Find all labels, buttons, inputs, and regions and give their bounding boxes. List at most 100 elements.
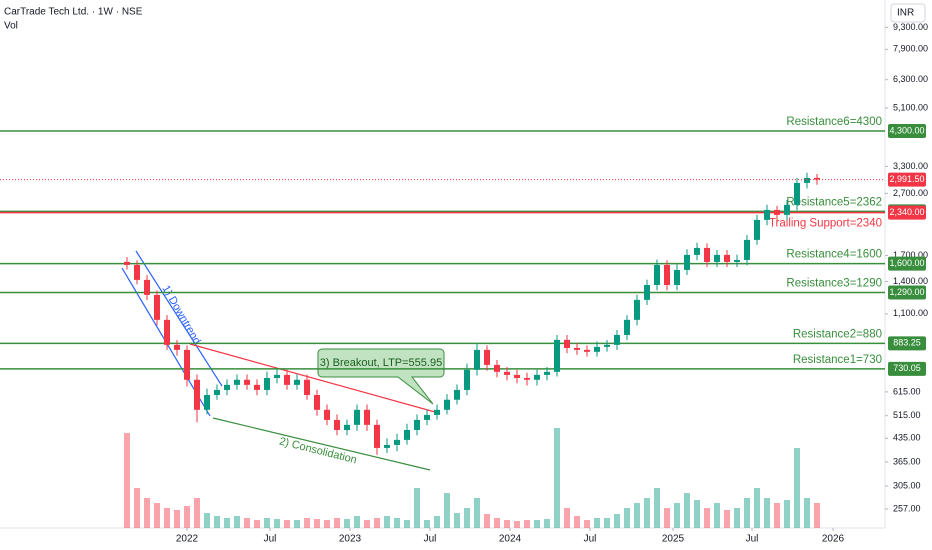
volume-bar: [344, 519, 350, 528]
candle-body: [534, 374, 540, 380]
volume-bar: [134, 488, 140, 528]
y-tick-label: 305.00: [893, 480, 921, 490]
candle-body: [244, 379, 250, 385]
candle-body: [794, 182, 800, 205]
volume-bar: [444, 493, 450, 528]
candle-body: [584, 349, 590, 352]
volume-bar: [674, 503, 680, 528]
volume-bar: [184, 506, 190, 528]
volume-bar: [754, 488, 760, 528]
volume-bar: [324, 520, 330, 528]
volume-bar: [234, 516, 240, 528]
candle-body: [364, 409, 370, 425]
volume-bar: [514, 521, 520, 528]
candle-body: [644, 285, 650, 300]
volume-bar: [594, 518, 600, 528]
candle-body: [504, 371, 510, 375]
candle-body: [514, 374, 520, 379]
volume-bar: [624, 508, 630, 528]
candle-body: [144, 279, 150, 295]
volume-bar: [294, 520, 300, 528]
y-tick-label: 1,700.00: [893, 250, 928, 260]
x-tick-label: 2022: [176, 534, 199, 545]
volume-bar: [364, 520, 370, 528]
trend-line: [189, 343, 436, 413]
volume-bar: [194, 498, 200, 528]
candle-body: [354, 409, 360, 425]
candle-body: [764, 209, 770, 220]
candle-body: [274, 374, 280, 379]
candle-body: [324, 409, 330, 420]
candle-body: [804, 177, 810, 183]
x-tick-label: 2024: [499, 534, 522, 545]
candle-body: [424, 414, 430, 420]
volume-bar: [484, 514, 490, 528]
candle-body: [554, 339, 560, 372]
y-tick-label: 3,300.00: [893, 161, 928, 171]
candle-body: [654, 264, 660, 286]
volume-bar: [504, 520, 510, 528]
volume-bar: [384, 516, 390, 528]
volume-bar: [724, 510, 730, 528]
candle-body: [694, 247, 700, 255]
price-tag: [888, 205, 926, 220]
candle-body: [154, 294, 160, 320]
candle-body: [444, 399, 450, 410]
candle-body: [524, 378, 530, 380]
currency-box[interactable]: [890, 3, 926, 23]
volume-bar: [304, 518, 310, 528]
volume-bar: [564, 508, 570, 528]
candle-body: [184, 349, 190, 380]
price-tag: [888, 336, 926, 351]
candle-body: [474, 349, 480, 370]
x-tick-label: 2026: [822, 534, 845, 545]
price-tag-label: 2,340.00: [889, 207, 924, 217]
price-tag-label: 1,600.00: [889, 258, 924, 268]
candle-body: [564, 339, 570, 348]
volume-bar: [664, 508, 670, 528]
volume-bar: [634, 503, 640, 528]
volume-bar: [524, 520, 530, 528]
volume-bar: [684, 493, 690, 528]
volume-bar: [554, 428, 560, 528]
y-tick-label: 5,100.00: [893, 102, 928, 112]
level-name: Resistance5=2362: [786, 196, 882, 208]
candle-body: [294, 379, 300, 385]
price-tag: [888, 256, 926, 271]
volume-bar: [774, 503, 780, 528]
candle-body: [464, 369, 470, 390]
candle-body: [374, 424, 380, 448]
candle-body: [134, 264, 140, 280]
y-tick-label: 1,100.00: [893, 308, 928, 318]
y-tick-label: 615.00: [893, 386, 921, 396]
volume-bar: [494, 518, 500, 528]
candle-body: [314, 394, 320, 410]
volume-bar: [534, 520, 540, 528]
volume-bar: [794, 448, 800, 528]
y-tick-label: 7,900.00: [893, 44, 928, 54]
volume-label: Vol: [4, 21, 18, 32]
level-name: Resistance4=1600: [786, 249, 882, 261]
volume-bar: [154, 503, 160, 528]
volume-bar: [744, 498, 750, 528]
candle-body: [624, 319, 630, 335]
volume-bar: [284, 520, 290, 528]
x-tick-label: Jul: [424, 534, 437, 545]
price-tag-label: 883.25: [893, 338, 921, 348]
volume-bar: [474, 498, 480, 528]
level-name: Resistance6=4300: [786, 116, 882, 128]
candle-body: [394, 439, 400, 445]
candle-body: [264, 378, 270, 390]
volume-bar: [214, 516, 220, 528]
volume-bar: [704, 508, 710, 528]
annotation: 3) Breakout, LTP=555.95: [320, 357, 442, 369]
x-tick-label: Jul: [746, 534, 759, 545]
y-tick-label: 6,300.00: [893, 74, 928, 84]
volume-bar: [274, 519, 280, 528]
currency: INR: [897, 8, 914, 19]
candle-body: [174, 344, 180, 350]
level-name: Trailing Support=2340: [769, 218, 882, 230]
volume-bar: [394, 518, 400, 528]
volume-bar: [254, 520, 260, 528]
candle-body: [344, 424, 350, 430]
